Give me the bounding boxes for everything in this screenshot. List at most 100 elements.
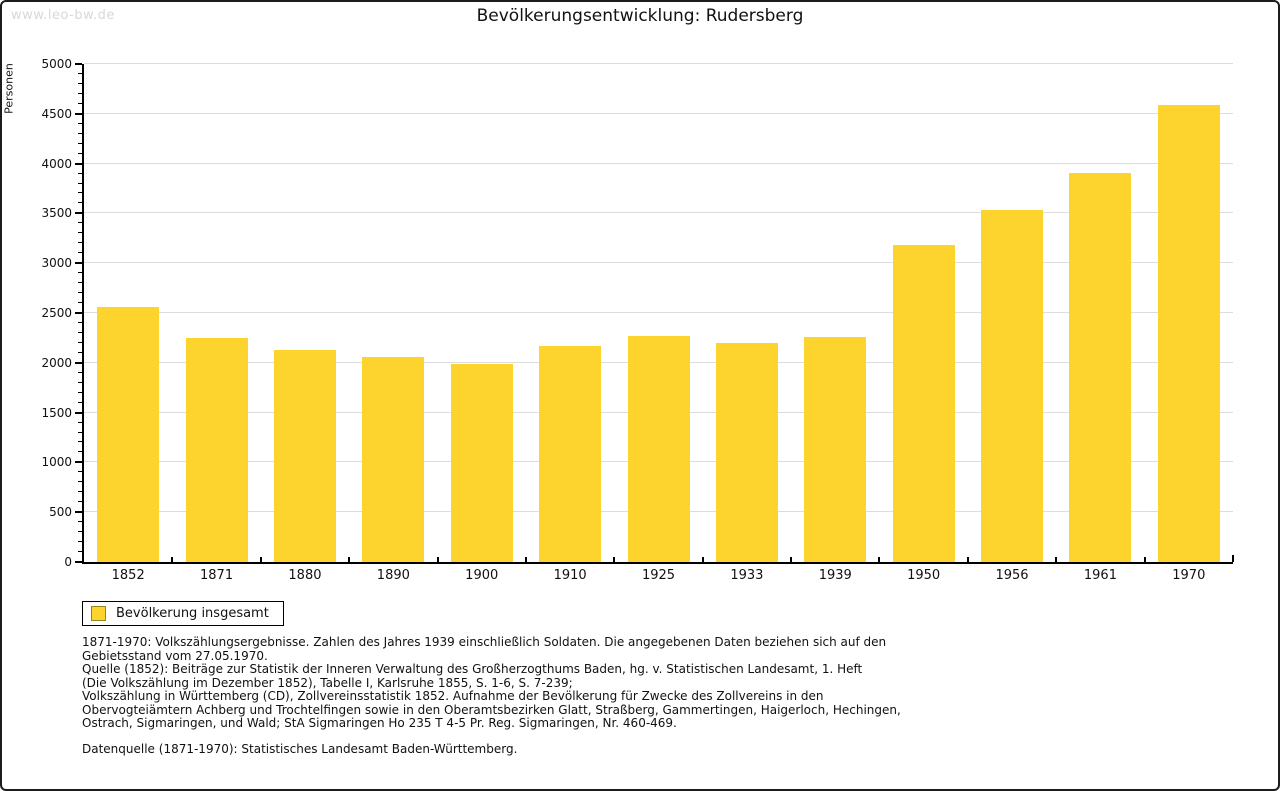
bar-1970: [1157, 104, 1220, 562]
y-tick: [75, 561, 82, 563]
y-tick: [78, 531, 82, 533]
x-tick: [613, 557, 616, 562]
gridline-4500: [84, 112, 1233, 114]
x-tick-label: 1939: [818, 568, 852, 583]
bar-1900: [450, 363, 513, 562]
source-notes: 1871-1970: Volkszählungsergebnisse. Zahl…: [82, 635, 901, 730]
y-tick: [78, 331, 82, 333]
y-tick: [78, 72, 82, 74]
y-tick-label: 1000: [41, 455, 72, 470]
x-tick-label: 1890: [376, 568, 410, 583]
y-tick: [75, 212, 82, 215]
x-tick: [1143, 557, 1146, 562]
y-tick: [78, 351, 82, 353]
y-tick: [78, 371, 82, 373]
y-tick: [75, 112, 82, 115]
y-tick: [78, 92, 82, 94]
y-tick: [78, 232, 82, 234]
y-tick: [78, 341, 82, 343]
y-tick-label: 2500: [41, 306, 72, 320]
y-tick: [78, 282, 82, 284]
x-tick-label: 1970: [1172, 568, 1206, 583]
bar-1880: [273, 349, 336, 562]
y-tick: [78, 192, 82, 194]
x-tick: [1055, 557, 1058, 562]
y-tick: [78, 551, 82, 553]
y-tick: [75, 312, 82, 314]
gridline-3500: [84, 212, 1233, 214]
bar-1871: [185, 337, 248, 562]
x-tick-label: 1852: [111, 568, 145, 583]
x-tick: [701, 557, 704, 562]
x-tick-label: 1880: [288, 568, 322, 583]
bar-1950: [892, 245, 955, 562]
x-tick: [524, 557, 527, 562]
y-tick: [78, 481, 82, 483]
y-tick-label: 500: [49, 505, 72, 520]
x-tick: [171, 557, 174, 562]
x-tick: [436, 557, 439, 562]
x-tick-label: 1910: [553, 568, 587, 583]
gridline-3000: [84, 262, 1233, 264]
y-tick: [75, 63, 82, 65]
y-tick: [78, 541, 82, 543]
y-tick-label: 3500: [41, 206, 72, 221]
gridline-5000: [84, 63, 1233, 64]
x-tick: [790, 557, 793, 562]
x-axis-tick-labels: 1852 1871 1880 1890 1900 1910 1925 1933 1939 1950…: [84, 568, 1233, 586]
y-tick: [78, 471, 82, 473]
y-tick-label: 1500: [41, 405, 72, 420]
x-tick-label: 1925: [641, 568, 676, 583]
x-tick: [1232, 555, 1234, 562]
bar-1939: [804, 336, 867, 562]
y-tick: [78, 381, 82, 383]
bar-1933: [715, 342, 778, 562]
y-tick: [75, 461, 82, 464]
x-tick-label: 1961: [1083, 568, 1117, 583]
gridline-4000: [84, 162, 1233, 164]
y-tick: [78, 302, 82, 304]
y-tick: [78, 391, 82, 393]
y-tick: [78, 451, 82, 453]
bar-1956: [981, 210, 1044, 562]
y-tick: [75, 511, 82, 514]
bar-1890: [362, 356, 425, 562]
x-tick-label: 1871: [200, 568, 234, 583]
bar-1910: [539, 345, 602, 562]
x-tick: [966, 557, 969, 562]
y-tick: [78, 182, 82, 184]
y-tick: [75, 262, 82, 265]
y-tick: [78, 431, 82, 433]
y-tick: [78, 441, 82, 443]
bar-1852: [97, 307, 160, 562]
y-tick: [75, 411, 82, 414]
legend-color-swatch: [91, 606, 106, 621]
datasource-note: Datenquelle (1871-1970): Statistisches L…: [82, 742, 518, 756]
legend: Bevölkerung insgesamt: [82, 601, 284, 626]
y-tick: [78, 401, 82, 403]
y-tick: [78, 132, 82, 134]
legend-label: Bevölkerung insgesamt: [116, 606, 269, 621]
y-axis-tick-labels: 0 500 1000 1500 2000 2500 3000 3500 4000 4500 5000: [2, 57, 72, 569]
y-tick-label: 4500: [41, 106, 72, 121]
y-tick: [75, 162, 82, 165]
plot-area: [75, 63, 1234, 564]
y-tick: [78, 252, 82, 254]
bar-1925: [627, 335, 690, 562]
x-tick-label: 1956: [995, 568, 1029, 583]
y-tick: [78, 172, 82, 174]
y-tick: [78, 222, 82, 224]
y-tick: [78, 501, 82, 503]
y-tick-label: 0: [64, 555, 72, 569]
y-tick-label: 3000: [41, 256, 72, 271]
y-tick: [78, 122, 82, 124]
x-tick-label: 1933: [730, 568, 764, 583]
y-tick: [78, 242, 82, 244]
y-tick: [78, 102, 82, 104]
y-tick-label: 5000: [41, 57, 72, 71]
gridline-2500: [84, 312, 1233, 313]
chart-title: Bevölkerungsentwicklung: Rudersberg: [476, 6, 804, 26]
y-tick: [78, 321, 82, 323]
x-tick-label: 1950: [907, 568, 941, 583]
